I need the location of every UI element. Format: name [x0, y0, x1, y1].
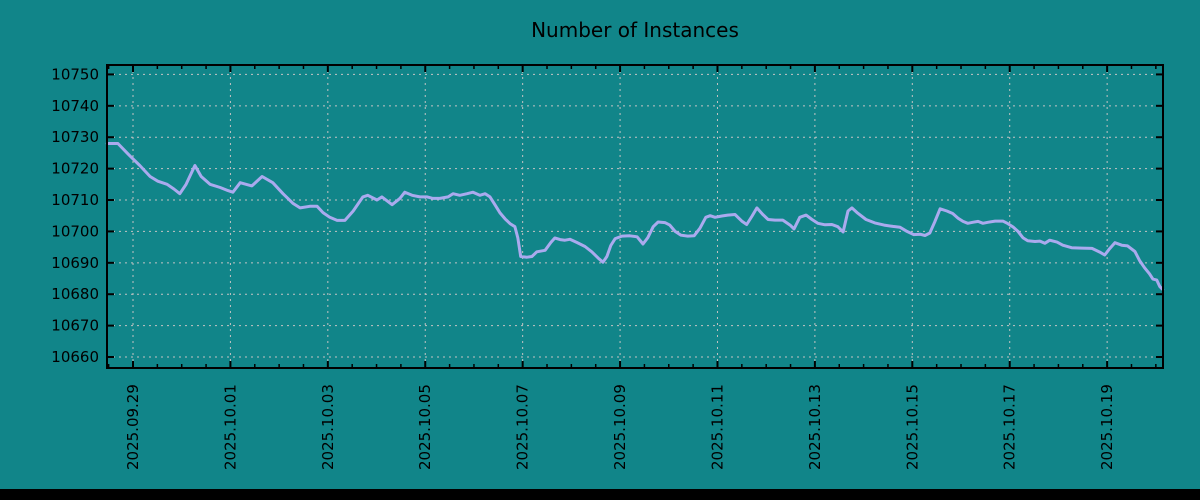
y-tick-label: 10720	[51, 160, 99, 178]
x-tick-label: 2025.10.05	[416, 384, 434, 470]
x-tick-label: 2025.09.29	[124, 384, 142, 470]
x-tick-label: 2025.10.15	[903, 384, 921, 470]
y-tick-label: 10750	[51, 65, 99, 83]
y-tick-label: 10690	[51, 254, 99, 272]
x-tick-label: 2025.10.11	[708, 384, 726, 470]
y-tick-label: 10680	[51, 285, 99, 303]
x-tick-label: 2025.10.03	[319, 384, 337, 470]
y-tick-label: 10730	[51, 128, 99, 146]
y-tick-label: 10740	[51, 97, 99, 115]
y-tick-label: 10660	[51, 348, 99, 366]
gridlines	[107, 65, 1163, 368]
axis-labels: 10660 10670 10680 10690 10700 10710 10720 10730…	[51, 65, 1116, 470]
axes	[106, 64, 1164, 369]
footer-bar	[0, 489, 1200, 500]
x-tick-label: 2025.10.07	[514, 384, 532, 470]
data-line-layer	[105, 142, 1165, 291]
plot-border	[106, 64, 1164, 369]
y-tick-label: 10710	[51, 191, 99, 209]
x-tick-label: 2025.10.19	[1098, 384, 1116, 470]
x-tick-label: 2025.10.01	[221, 384, 239, 470]
x-tick-label: 2025.10.09	[611, 384, 629, 470]
x-tick-label: 2025.10.13	[806, 384, 824, 470]
y-tick-label: 10670	[51, 317, 99, 335]
y-tick-label: 10700	[51, 222, 99, 240]
chart-title: Number of Instances	[531, 18, 739, 42]
data-line	[105, 142, 1165, 291]
x-tick-label: 2025.10.17	[1001, 384, 1019, 470]
